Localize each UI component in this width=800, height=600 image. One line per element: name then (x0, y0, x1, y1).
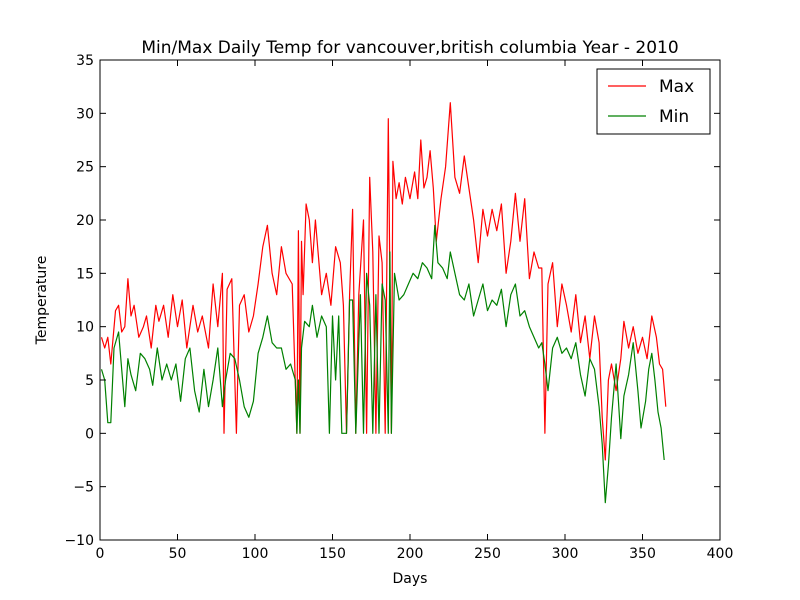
x-tick-label: 400 (707, 546, 734, 562)
x-tick-label: 50 (169, 546, 187, 562)
x-tick-label: 200 (397, 546, 424, 562)
y-tick-label: 35 (76, 53, 94, 69)
x-axis-ticks: 0 50 100 150 200 250 300 350 400 (96, 60, 734, 562)
y-axis-title: Temperature (34, 256, 50, 346)
x-tick-label: 300 (552, 546, 579, 562)
plot-background (100, 60, 720, 540)
legend-label-min: Min (659, 107, 689, 127)
y-tick-label: 5 (85, 373, 94, 389)
legend-label-max: Max (659, 77, 694, 97)
series-line-max (100, 102, 667, 461)
x-tick-label: 150 (319, 546, 346, 562)
y-tick-label: 25 (76, 160, 94, 176)
legend: Max Min (596, 68, 711, 135)
y-tick-label: 30 (76, 106, 94, 122)
plot-area (100, 60, 720, 540)
y-tick-label: 15 (76, 266, 94, 282)
y-tick-label: −10 (64, 533, 94, 549)
x-tick-label: 250 (474, 546, 501, 562)
x-tick-label: 350 (629, 546, 656, 562)
y-axis-ticks: −10 −5 0 5 10 15 20 25 30 35 (64, 53, 720, 549)
y-tick-label: 0 (85, 426, 94, 442)
x-axis-title: Days (393, 571, 428, 587)
x-tick-label: 100 (242, 546, 269, 562)
y-tick-label: 20 (76, 213, 94, 229)
series-layer (100, 102, 667, 504)
y-tick-label: 10 (76, 320, 94, 336)
legend-box (596, 68, 711, 135)
y-tick-label: −5 (73, 480, 94, 496)
series-line-min (100, 224, 665, 504)
chart-title: Min/Max Daily Temp for vancouver,british… (141, 38, 678, 58)
x-tick-label: 0 (96, 546, 105, 562)
